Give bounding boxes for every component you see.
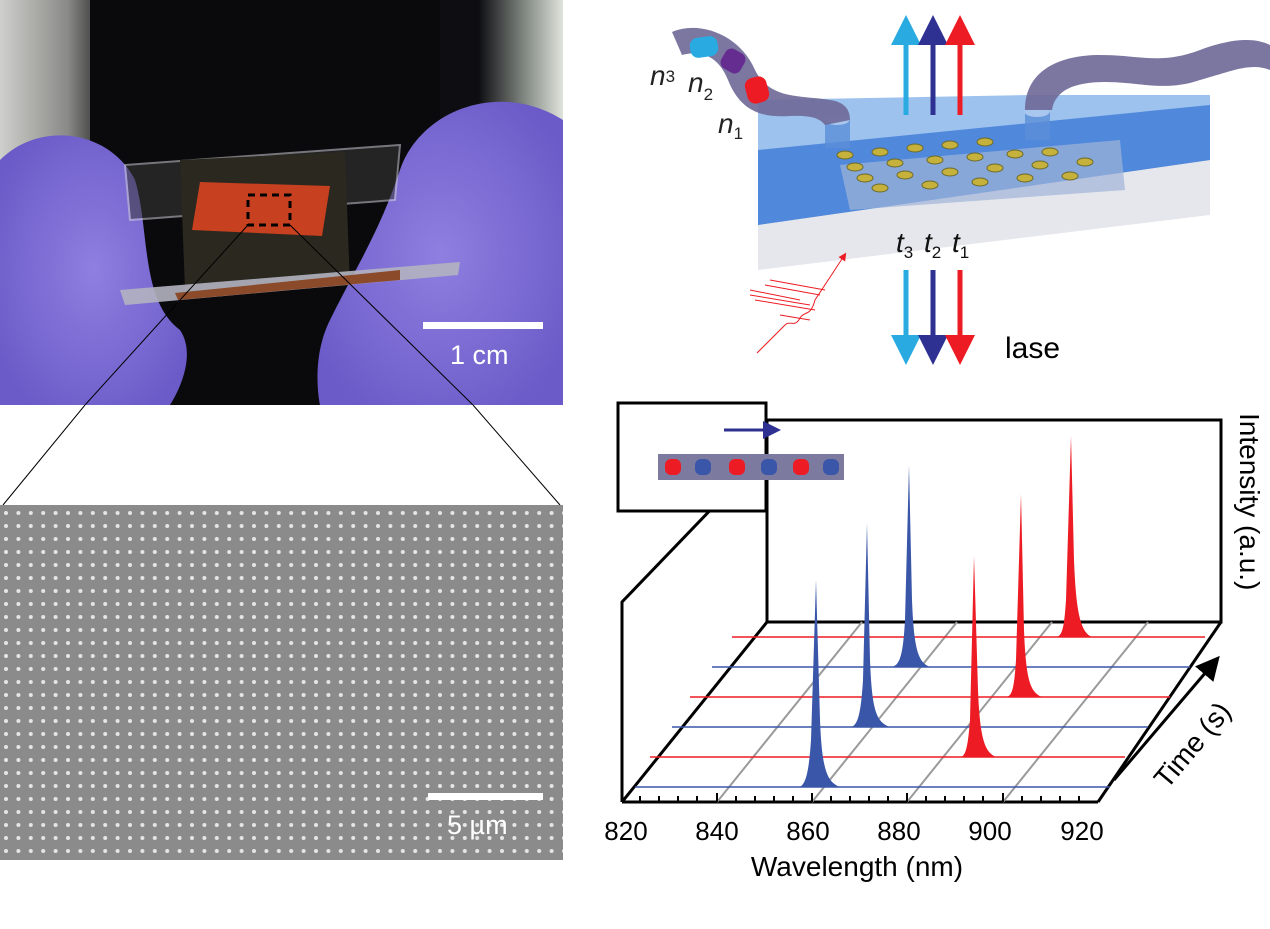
spectrum-peaks	[798, 436, 1092, 787]
inset-droplets	[665, 459, 839, 475]
peak-t3	[850, 523, 890, 727]
grid-lines	[716, 621, 1149, 803]
peak-t5	[890, 465, 930, 667]
z-axis-label: Intensity (a.u.)	[1234, 413, 1265, 590]
sem-image: 5 µm	[0, 505, 563, 860]
scale-bar	[423, 322, 543, 329]
x-axis-ticks	[639, 793, 1080, 802]
sem-scale-label: 5 µm	[447, 810, 508, 840]
device-schematic: n3 n2 n1 t3 t2 t1 lase	[600, 0, 1270, 390]
svg-text:880: 880	[877, 816, 920, 846]
peak-t6	[1055, 436, 1092, 637]
svg-text:840: 840	[695, 816, 738, 846]
zoom-connector	[2, 405, 561, 506]
liquid-n3	[689, 36, 719, 58]
nanoparticle-array	[836, 137, 1094, 193]
label-n2: n2	[688, 67, 713, 104]
sample-photo: 1 cm	[0, 0, 563, 405]
liquid-n2	[720, 48, 746, 74]
peak-t1	[798, 580, 840, 787]
peak-t4	[1005, 494, 1042, 697]
label-t2: t2	[924, 227, 941, 262]
photo-scale-label: 1 cm	[450, 340, 509, 370]
inset-channel	[658, 454, 844, 480]
x-axis-label: Wavelength (nm)	[751, 851, 963, 882]
x-axis-tick-labels: 820 840 860 880 900 920	[604, 816, 1103, 846]
sem-lattice	[0, 505, 563, 860]
svg-text:900: 900	[968, 816, 1011, 846]
svg-text:860: 860	[786, 816, 829, 846]
right-tube	[1025, 40, 1270, 110]
scale-bar	[428, 793, 543, 800]
label-t1: t1	[952, 227, 969, 262]
spectrum-baselines	[635, 636, 1205, 788]
liquid-n1	[744, 76, 770, 104]
waterfall-chart: 820 840 860 880 900 920 Wavelength (nm) …	[590, 395, 1270, 895]
peak-t2	[960, 556, 996, 757]
pump-pulse-icon	[749, 252, 847, 354]
svg-text:820: 820	[604, 816, 647, 846]
label-n1: n1	[718, 108, 743, 143]
svg-text:920: 920	[1060, 816, 1103, 846]
label-t3: t3	[896, 227, 913, 262]
time-axis-arrow	[1112, 655, 1220, 781]
label-n3: n3	[650, 60, 675, 91]
lase-label: lase	[1005, 332, 1060, 365]
photo-illustration	[0, 0, 563, 405]
